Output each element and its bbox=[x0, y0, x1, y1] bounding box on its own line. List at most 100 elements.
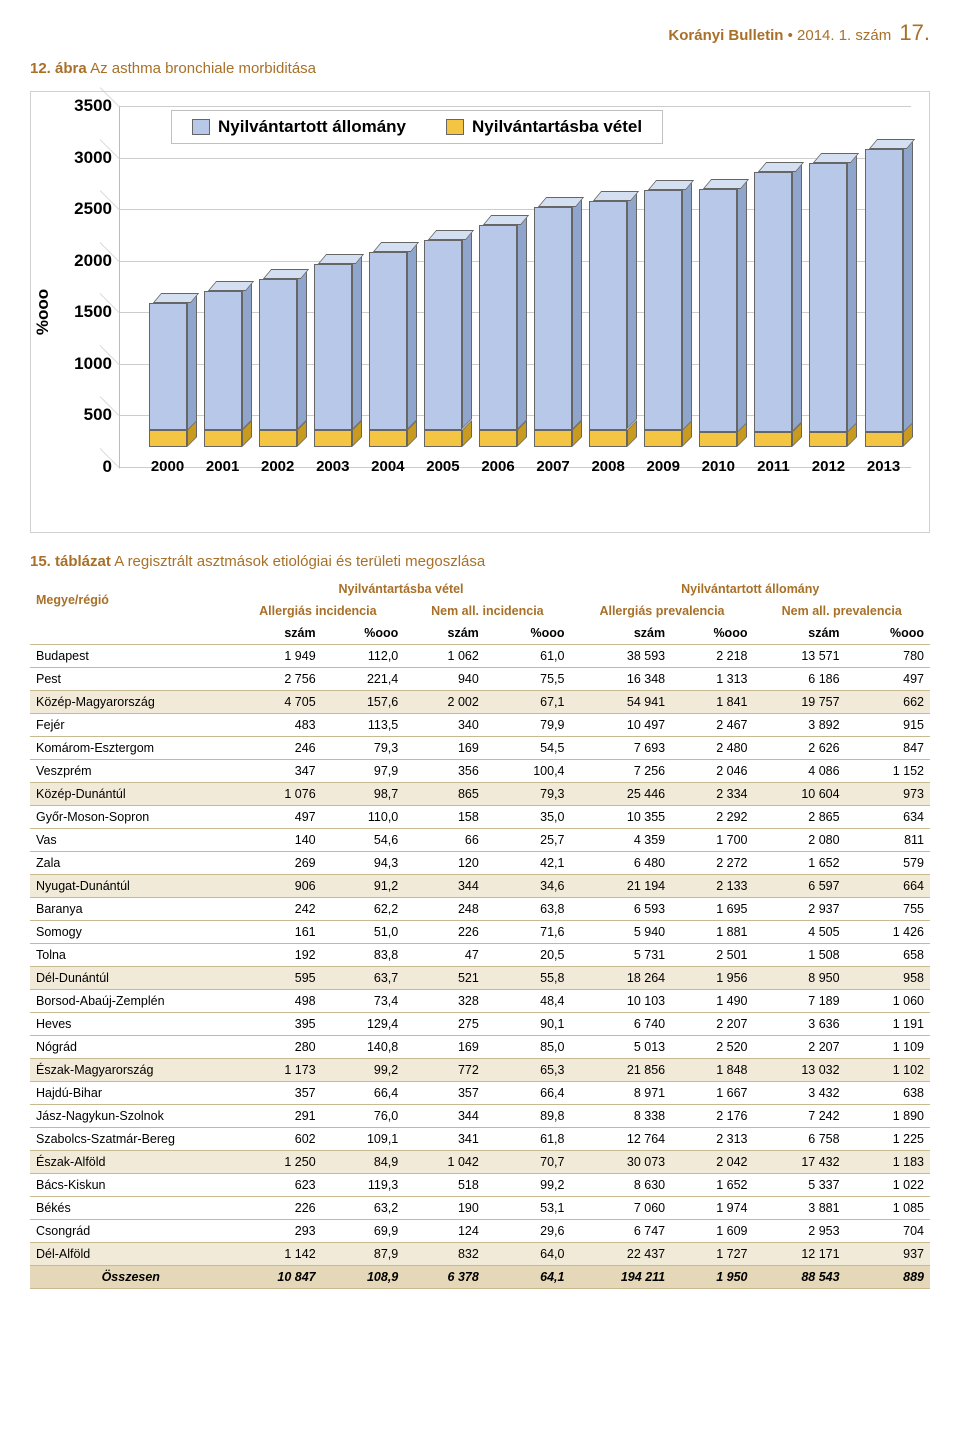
group-header-1: Nyilvántartásba vétel bbox=[232, 576, 571, 600]
cell: 1 183 bbox=[846, 1151, 930, 1174]
cell: 2 046 bbox=[671, 760, 753, 783]
table-row: Somogy16151,022671,65 9401 8814 5051 426 bbox=[30, 921, 930, 944]
cell: 1 652 bbox=[753, 852, 845, 875]
table-row: Budapest1 949112,01 06261,038 5932 21813… bbox=[30, 645, 930, 668]
sub-header-d: Nem all. prevalencia bbox=[753, 600, 930, 622]
table-row: Baranya24262,224863,86 5931 6952 937755 bbox=[30, 898, 930, 921]
cell: 2 207 bbox=[753, 1036, 845, 1059]
cell: 13 571 bbox=[753, 645, 845, 668]
legend-item-2: Nyilvántartásba vétel bbox=[446, 117, 642, 137]
x-tick: 2008 bbox=[581, 458, 636, 475]
cell: 7 060 bbox=[571, 1197, 672, 1220]
cell: 8 338 bbox=[571, 1105, 672, 1128]
cell: 124 bbox=[404, 1220, 485, 1243]
cell: 1 508 bbox=[753, 944, 845, 967]
cell: 10 103 bbox=[571, 990, 672, 1013]
cell: 94,3 bbox=[322, 852, 405, 875]
cell: 2 292 bbox=[671, 806, 753, 829]
cell: 8 971 bbox=[571, 1082, 672, 1105]
y-tick: 1000 bbox=[60, 354, 112, 374]
cell: 64,1 bbox=[485, 1266, 571, 1289]
x-tick: 2002 bbox=[250, 458, 305, 475]
cell: 595 bbox=[232, 967, 322, 990]
row-name: Közép-Dunántúl bbox=[30, 783, 232, 806]
cell: 2 218 bbox=[671, 645, 753, 668]
legend-label-1: Nyilvántartott állomány bbox=[218, 117, 406, 137]
row-name: Vas bbox=[30, 829, 232, 852]
cell: 79,9 bbox=[485, 714, 571, 737]
cell: 10 604 bbox=[753, 783, 845, 806]
row-name: Bács-Kiskun bbox=[30, 1174, 232, 1197]
row-name: Csongrád bbox=[30, 1220, 232, 1243]
col-header-region: Megye/régió bbox=[30, 576, 232, 622]
cell: 2 865 bbox=[753, 806, 845, 829]
cell: 973 bbox=[846, 783, 930, 806]
legend-swatch-1 bbox=[192, 119, 210, 135]
cell: 66,4 bbox=[322, 1082, 405, 1105]
cell: 38 593 bbox=[571, 645, 672, 668]
cell: 61,0 bbox=[485, 645, 571, 668]
cell: 497 bbox=[846, 668, 930, 691]
cell: 71,6 bbox=[485, 921, 571, 944]
row-name: Nyugat-Dunántúl bbox=[30, 875, 232, 898]
cell: 51,0 bbox=[322, 921, 405, 944]
table-row: Vas14054,66625,74 3591 7002 080811 bbox=[30, 829, 930, 852]
unit-header: szám bbox=[571, 622, 672, 645]
x-tick: 2012 bbox=[801, 458, 856, 475]
cell: 1 085 bbox=[846, 1197, 930, 1220]
cell: 22 437 bbox=[571, 1243, 672, 1266]
cell: 79,3 bbox=[485, 783, 571, 806]
table-row: Közép-Dunántúl1 07698,786579,325 4462 33… bbox=[30, 783, 930, 806]
cell: 6 186 bbox=[753, 668, 845, 691]
cell: 518 bbox=[404, 1174, 485, 1197]
cell: 3 892 bbox=[753, 714, 845, 737]
cell: 1 956 bbox=[671, 967, 753, 990]
cell: 1 076 bbox=[232, 783, 322, 806]
cell: 1 974 bbox=[671, 1197, 753, 1220]
cell: 2 937 bbox=[753, 898, 845, 921]
cell: 47 bbox=[404, 944, 485, 967]
cell: 13 032 bbox=[753, 1059, 845, 1082]
row-name: Dél-Alföld bbox=[30, 1243, 232, 1266]
cell: 780 bbox=[846, 645, 930, 668]
cell: 65,3 bbox=[485, 1059, 571, 1082]
table-row: Nyugat-Dunántúl90691,234434,621 1942 133… bbox=[30, 875, 930, 898]
cell: 2 176 bbox=[671, 1105, 753, 1128]
cell: 6 597 bbox=[753, 875, 845, 898]
x-tick: 2009 bbox=[636, 458, 691, 475]
cell: 269 bbox=[232, 852, 322, 875]
cell: 88 543 bbox=[753, 1266, 845, 1289]
cell: 2 520 bbox=[671, 1036, 753, 1059]
unit-header: szám bbox=[404, 622, 485, 645]
cell: 2 953 bbox=[753, 1220, 845, 1243]
cell: 55,8 bbox=[485, 967, 571, 990]
unit-header: %ooo bbox=[485, 622, 571, 645]
cell: 340 bbox=[404, 714, 485, 737]
x-tick: 2005 bbox=[415, 458, 470, 475]
row-name: Közép-Magyarország bbox=[30, 691, 232, 714]
unit-header: %ooo bbox=[846, 622, 930, 645]
x-tick: 2011 bbox=[746, 458, 801, 475]
cell: 498 bbox=[232, 990, 322, 1013]
cell: 357 bbox=[404, 1082, 485, 1105]
cell: 129,4 bbox=[322, 1013, 405, 1036]
row-name: Észak-Alföld bbox=[30, 1151, 232, 1174]
table-number: 15. táblázat bbox=[30, 553, 111, 570]
x-tick: 2004 bbox=[360, 458, 415, 475]
table-row: Dél-Alföld1 14287,983264,022 4371 72712 … bbox=[30, 1243, 930, 1266]
y-tick: 2000 bbox=[60, 251, 112, 271]
cell: 1 022 bbox=[846, 1174, 930, 1197]
cell: 940 bbox=[404, 668, 485, 691]
y-tick: 2500 bbox=[60, 199, 112, 219]
cell: 937 bbox=[846, 1243, 930, 1266]
cell: 5 337 bbox=[753, 1174, 845, 1197]
figure-caption: 12. ábra Az asthma bronchiale morbiditás… bbox=[30, 60, 930, 77]
x-tick: 2007 bbox=[526, 458, 581, 475]
table-row: Észak-Alföld1 25084,91 04270,730 0732 04… bbox=[30, 1151, 930, 1174]
cell: 1 102 bbox=[846, 1059, 930, 1082]
row-name: Dél-Dunántúl bbox=[30, 967, 232, 990]
cell: 1 490 bbox=[671, 990, 753, 1013]
cell: 5 013 bbox=[571, 1036, 672, 1059]
cell: 169 bbox=[404, 737, 485, 760]
sub-header-b: Nem all. incidencia bbox=[404, 600, 570, 622]
